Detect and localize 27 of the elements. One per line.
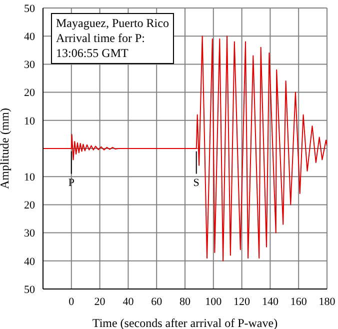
x-tick-label: 0 (68, 296, 75, 308)
y-tick-label: 20 (24, 200, 36, 212)
y-axis-title: Amplitude (mm) (0, 108, 12, 189)
x-tick-label: 40 (122, 296, 134, 308)
y-tick-label: 10 (24, 115, 36, 128)
y-tick-label: 50 (24, 2, 36, 15)
x-tick-label: 80 (180, 296, 191, 308)
x-tick-label: 180 (318, 296, 336, 308)
x-tick-label: 60 (151, 296, 163, 308)
y-tick-label: 40 (24, 31, 36, 44)
y-tick-label: 50 (24, 284, 36, 296)
ref-line-label: P (68, 177, 74, 190)
y-tick-label: 20 (24, 87, 36, 100)
x-tick-label: 160 (290, 296, 308, 308)
ref-line-label: S (193, 177, 200, 190)
y-tick-label: 30 (24, 228, 36, 240)
x-tick-label: 20 (94, 296, 106, 308)
y-tick-label: 40 (24, 256, 36, 268)
y-tick-label: 10 (24, 172, 36, 184)
x-tick-label: 140 (262, 296, 279, 308)
annotation: 13:06:55 GMT (56, 46, 130, 61)
annotation: Mayaguez, Puerto Rico (56, 16, 169, 31)
line-series (43, 36, 327, 262)
annotation: Arrival time for P: (56, 31, 146, 46)
x-tick-label: 120 (234, 296, 251, 308)
y-tick-label: 30 (24, 59, 36, 72)
x-tick-label: 100 (205, 296, 222, 308)
